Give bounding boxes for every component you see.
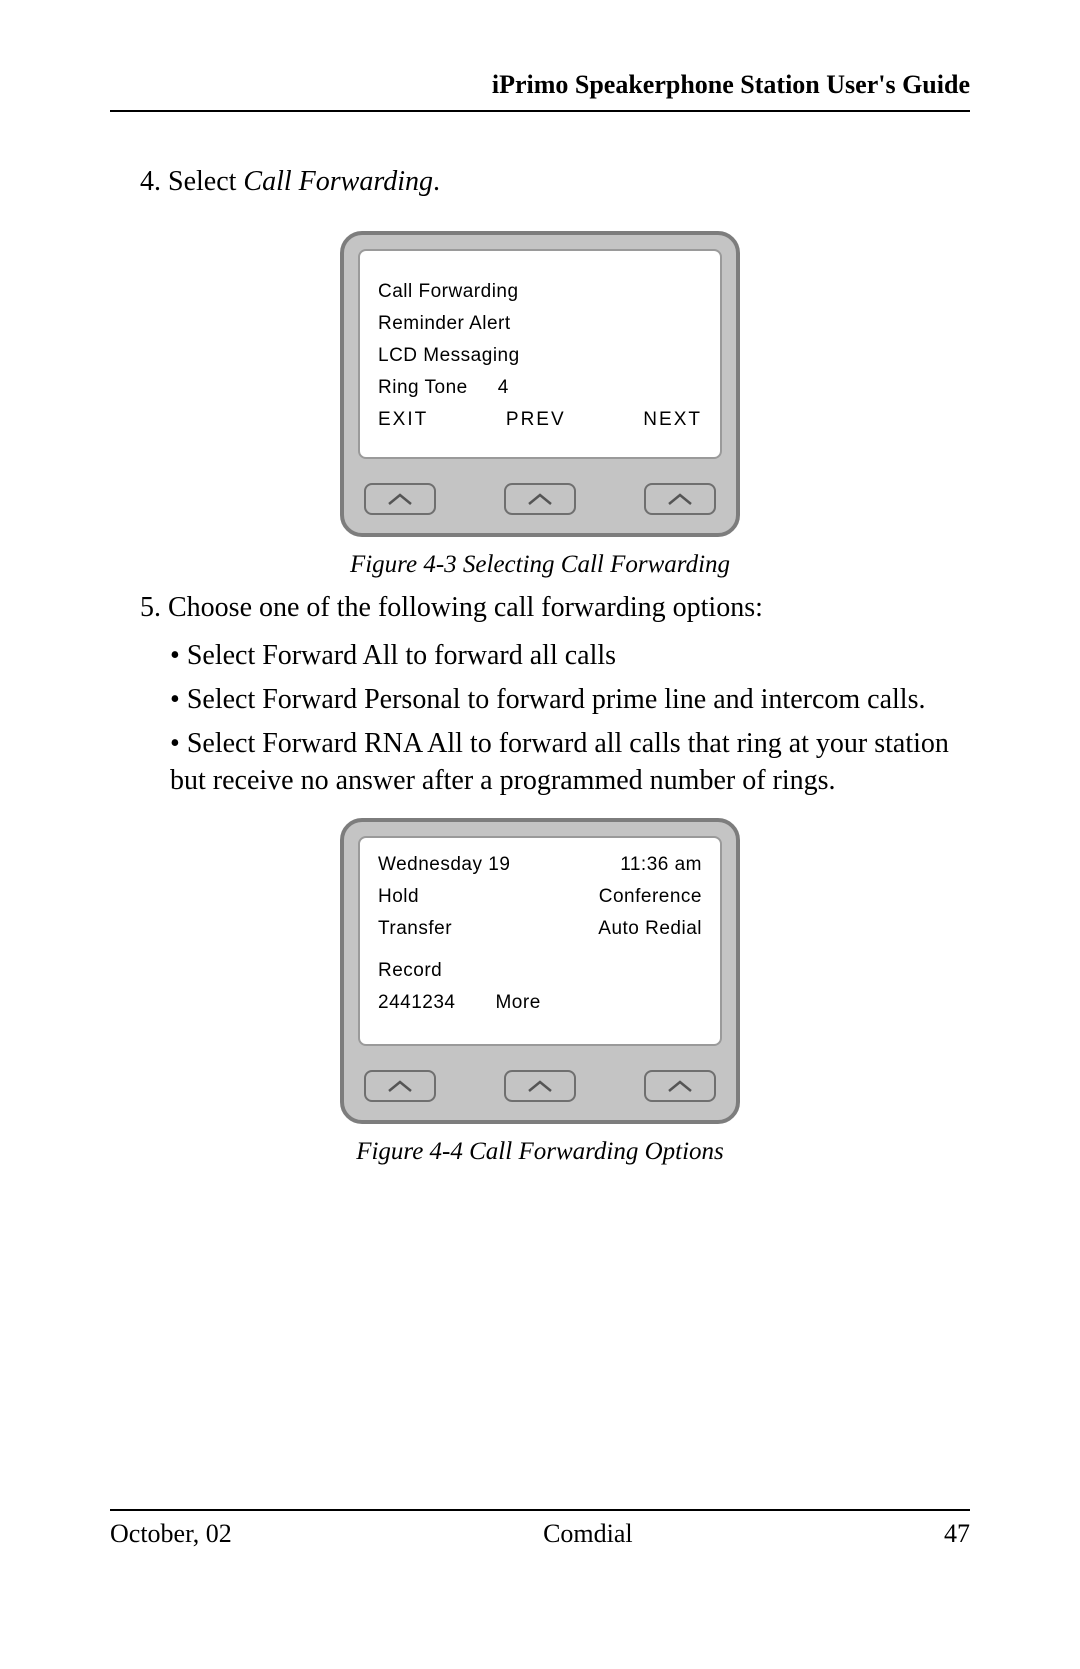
bullet-1-suffix: to forward all calls	[398, 640, 616, 671]
lcd-text: Auto Redial	[598, 918, 702, 940]
softkey-next: NEXT	[643, 409, 702, 431]
figure-4-4: Wednesday 19 11:36 am Hold Conference Tr…	[110, 818, 970, 1124]
bullet-2-italic: Forward Personal	[262, 684, 460, 715]
lcd-text: More	[495, 992, 540, 1014]
bullet-1-italic: Forward All	[262, 640, 398, 671]
hw-button-left[interactable]	[364, 483, 436, 515]
lcd-line-3: LCD Messaging	[378, 345, 702, 367]
lcd-text: Reminder Alert	[378, 313, 511, 335]
bullet-3-italic: Forward RNA	[262, 728, 421, 759]
lcd-text: LCD Messaging	[378, 345, 520, 367]
phone-device: Call Forwarding Reminder Alert LCD Messa…	[340, 231, 740, 537]
bullet-2-prefix: Select	[187, 684, 262, 715]
lcd-row-5: Record	[378, 960, 702, 982]
lcd-row-3: Transfer Auto Redial	[378, 918, 702, 940]
page-footer: October, 02 Comdial 47	[110, 1509, 970, 1549]
lcd-line-1: Call Forwarding	[378, 281, 702, 303]
bullet-2: Select Forward Personal to forward prime…	[170, 681, 970, 719]
bullet-1-prefix: Select	[187, 640, 262, 671]
step-5-num: 5.	[140, 592, 161, 623]
lcd-text: Transfer	[378, 918, 452, 940]
lcd-line-2: Reminder Alert	[378, 313, 702, 335]
step-4-italic: Call Forwarding	[243, 166, 433, 197]
step-4-prefix: Select	[168, 166, 243, 197]
lcd-text: 4	[468, 377, 702, 399]
lcd-screen: Wednesday 19 11:36 am Hold Conference Tr…	[358, 836, 722, 1046]
hw-button-right[interactable]	[644, 1070, 716, 1102]
lcd-text: Ring Tone	[378, 377, 468, 399]
lcd-text: Conference	[599, 886, 702, 908]
step-5: 5. Choose one of the following call forw…	[140, 589, 970, 627]
hw-button-right[interactable]	[644, 483, 716, 515]
footer-date: October, 02	[110, 1519, 232, 1549]
bullet-1: Select Forward All to forward all calls	[170, 637, 970, 675]
step-4-num: 4.	[140, 166, 161, 197]
lcd-text: 11:36 am	[620, 854, 702, 876]
figure-4-4-caption: Figure 4-4 Call Forwarding Options	[110, 1138, 970, 1166]
hardware-button-row	[358, 483, 722, 515]
hw-button-middle[interactable]	[504, 1070, 576, 1102]
hw-button-left[interactable]	[364, 1070, 436, 1102]
bullet-3: Select Forward RNA All to forward all ca…	[170, 725, 970, 801]
footer-brand: Comdial	[543, 1519, 633, 1549]
figure-4-3: Call Forwarding Reminder Alert LCD Messa…	[110, 231, 970, 537]
lcd-line-4: Ring Tone 4	[378, 377, 702, 399]
lcd-row-1: Wednesday 19 11:36 am	[378, 854, 702, 876]
step-4-suffix: .	[433, 166, 440, 197]
phone-device: Wednesday 19 11:36 am Hold Conference Tr…	[340, 818, 740, 1124]
softkey-exit: EXIT	[378, 409, 428, 431]
lcd-text: Hold	[378, 886, 419, 908]
page-header: iPrimo Speakerphone Station User's Guide	[110, 70, 970, 112]
softkey-prev: PREV	[506, 409, 566, 431]
hw-button-middle[interactable]	[504, 483, 576, 515]
hardware-button-row	[358, 1070, 722, 1102]
lcd-text: Wednesday 19	[378, 854, 510, 876]
lcd-row-6: 2441234 More	[378, 992, 702, 1014]
document-page: iPrimo Speakerphone Station User's Guide…	[0, 0, 1080, 1669]
bullet-3-prefix: Select	[187, 728, 262, 759]
step-4: 4. Select Call Forwarding.	[140, 162, 970, 201]
lcd-softkey-row: EXIT PREV NEXT	[378, 409, 702, 431]
lcd-screen: Call Forwarding Reminder Alert LCD Messa…	[358, 249, 722, 459]
step-5-text: Choose one of the following call forward…	[168, 592, 763, 623]
lcd-text: Record	[378, 960, 442, 982]
lcd-text: Call Forwarding	[378, 281, 519, 303]
lcd-text: 2441234	[378, 992, 455, 1014]
figure-4-3-caption: Figure 4-3 Selecting Call Forwarding	[110, 551, 970, 579]
footer-page: 47	[944, 1519, 970, 1549]
bullet-2-suffix: to forward prime line and intercom calls…	[461, 684, 926, 715]
lcd-row-2: Hold Conference	[378, 886, 702, 908]
